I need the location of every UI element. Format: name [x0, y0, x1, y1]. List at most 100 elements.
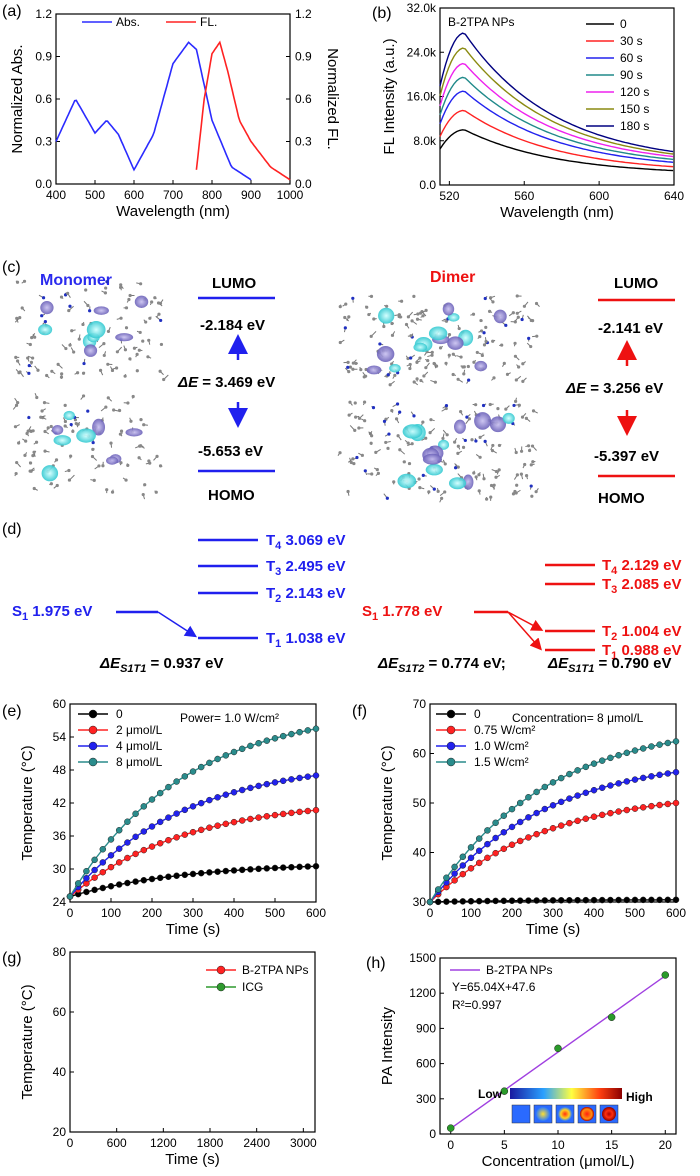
- atom: [126, 463, 130, 467]
- legend-label-3: 8 μmol/L: [116, 755, 163, 769]
- atom: [364, 374, 368, 378]
- atom: [530, 494, 534, 498]
- atom: [338, 451, 342, 455]
- data-point: [148, 875, 156, 883]
- data-point: [525, 794, 532, 801]
- atom: [372, 317, 376, 321]
- atom: [154, 490, 158, 494]
- data-point: [672, 738, 680, 745]
- legend-marker-3: [446, 757, 456, 767]
- atom: [353, 401, 357, 405]
- legend-label-4: 120 s: [620, 85, 649, 99]
- data-point: [557, 822, 565, 829]
- data-point: [189, 768, 197, 775]
- pa-image-signal-2: [558, 1107, 572, 1121]
- atom: [517, 365, 521, 369]
- data-point: [99, 868, 107, 876]
- atom: [56, 362, 60, 366]
- atom: [119, 429, 124, 433]
- atom: [483, 296, 487, 301]
- data-point: [541, 805, 549, 813]
- atom: [472, 471, 476, 475]
- atom: [404, 322, 409, 327]
- legend-b: 0 30 s 60 s 90 s 120 s 150 s 180 s: [586, 17, 649, 133]
- data-point: [492, 897, 499, 905]
- data-point: [446, 1124, 455, 1132]
- fit-line: [450, 975, 666, 1129]
- atom: [156, 301, 161, 305]
- atom: [43, 449, 47, 453]
- data-point: [124, 818, 131, 825]
- atom: [386, 373, 390, 377]
- atom: [393, 373, 397, 377]
- data-point: [124, 854, 131, 862]
- plot-frame: [69, 951, 316, 1133]
- atom: [390, 333, 395, 337]
- data-point: [648, 773, 655, 780]
- atom: [527, 448, 532, 453]
- data-point: [656, 771, 663, 779]
- data-point: [607, 896, 614, 904]
- fit-r-squared: R²=0.997: [452, 998, 502, 1012]
- atom: [400, 299, 404, 303]
- x-tick-label: 600: [124, 188, 144, 202]
- atom: [429, 418, 433, 422]
- data-point: [500, 1087, 509, 1095]
- panel-g-label: (g): [2, 950, 22, 967]
- atom: [472, 360, 476, 364]
- data-point: [91, 866, 98, 874]
- x-tick-label: 0: [427, 906, 434, 920]
- atom: [474, 475, 478, 479]
- data-point: [590, 760, 598, 767]
- dimer-homo-title: HOMO: [598, 490, 645, 507]
- legend-marker-2: [446, 741, 456, 751]
- y-tick-label: 24: [53, 895, 67, 909]
- data-point: [165, 783, 172, 791]
- data-point: [533, 830, 540, 838]
- data-point: [230, 748, 238, 756]
- atom: [68, 304, 72, 308]
- atom: [367, 312, 371, 317]
- atom: [370, 472, 374, 476]
- dimer-gap-value: = 3.256 eV: [586, 380, 663, 397]
- monomer-lumo-molecule-illustration: [14, 279, 169, 382]
- atom: [421, 473, 425, 478]
- legend-label-6: 180 s: [620, 119, 649, 133]
- atom: [338, 340, 342, 345]
- data-point: [434, 898, 442, 906]
- atom: [16, 401, 20, 405]
- data-point: [279, 777, 287, 785]
- series-line-Abs.: [55, 41, 252, 181]
- atom: [150, 300, 154, 304]
- atom: [514, 378, 518, 382]
- x-tick-label: 100: [461, 906, 481, 920]
- orbital-lobe: [474, 360, 488, 372]
- atom: [31, 453, 35, 458]
- atom: [441, 436, 445, 441]
- orbital-lobe: [76, 428, 96, 443]
- atom: [443, 490, 447, 494]
- atom: [483, 439, 487, 443]
- data-point: [484, 897, 491, 905]
- atom: [157, 312, 161, 316]
- atom: [392, 480, 396, 484]
- atom: [390, 321, 394, 326]
- x-tick-label: 500: [85, 188, 105, 202]
- data-point: [582, 763, 590, 771]
- legend-label-2: 4 μmol/L: [116, 739, 163, 753]
- data-point: [132, 810, 139, 818]
- atom: [32, 486, 36, 491]
- atom: [54, 458, 59, 462]
- atom: [387, 432, 391, 436]
- atom: [371, 406, 376, 410]
- y-tick-label: 20: [53, 1125, 67, 1139]
- atom: [119, 283, 123, 287]
- atom: [443, 462, 447, 466]
- orbital-lobe: [502, 412, 515, 424]
- panel-d-energy-levels: (d) T4 3.069 eV T3 2.495 eV T2 2.143 eV T1 …: [2, 521, 682, 675]
- x-tick-label: 400: [584, 906, 604, 920]
- atom: [124, 306, 129, 310]
- atom: [138, 330, 142, 335]
- x-tick-label: 5: [501, 1138, 508, 1152]
- atom: [27, 371, 31, 375]
